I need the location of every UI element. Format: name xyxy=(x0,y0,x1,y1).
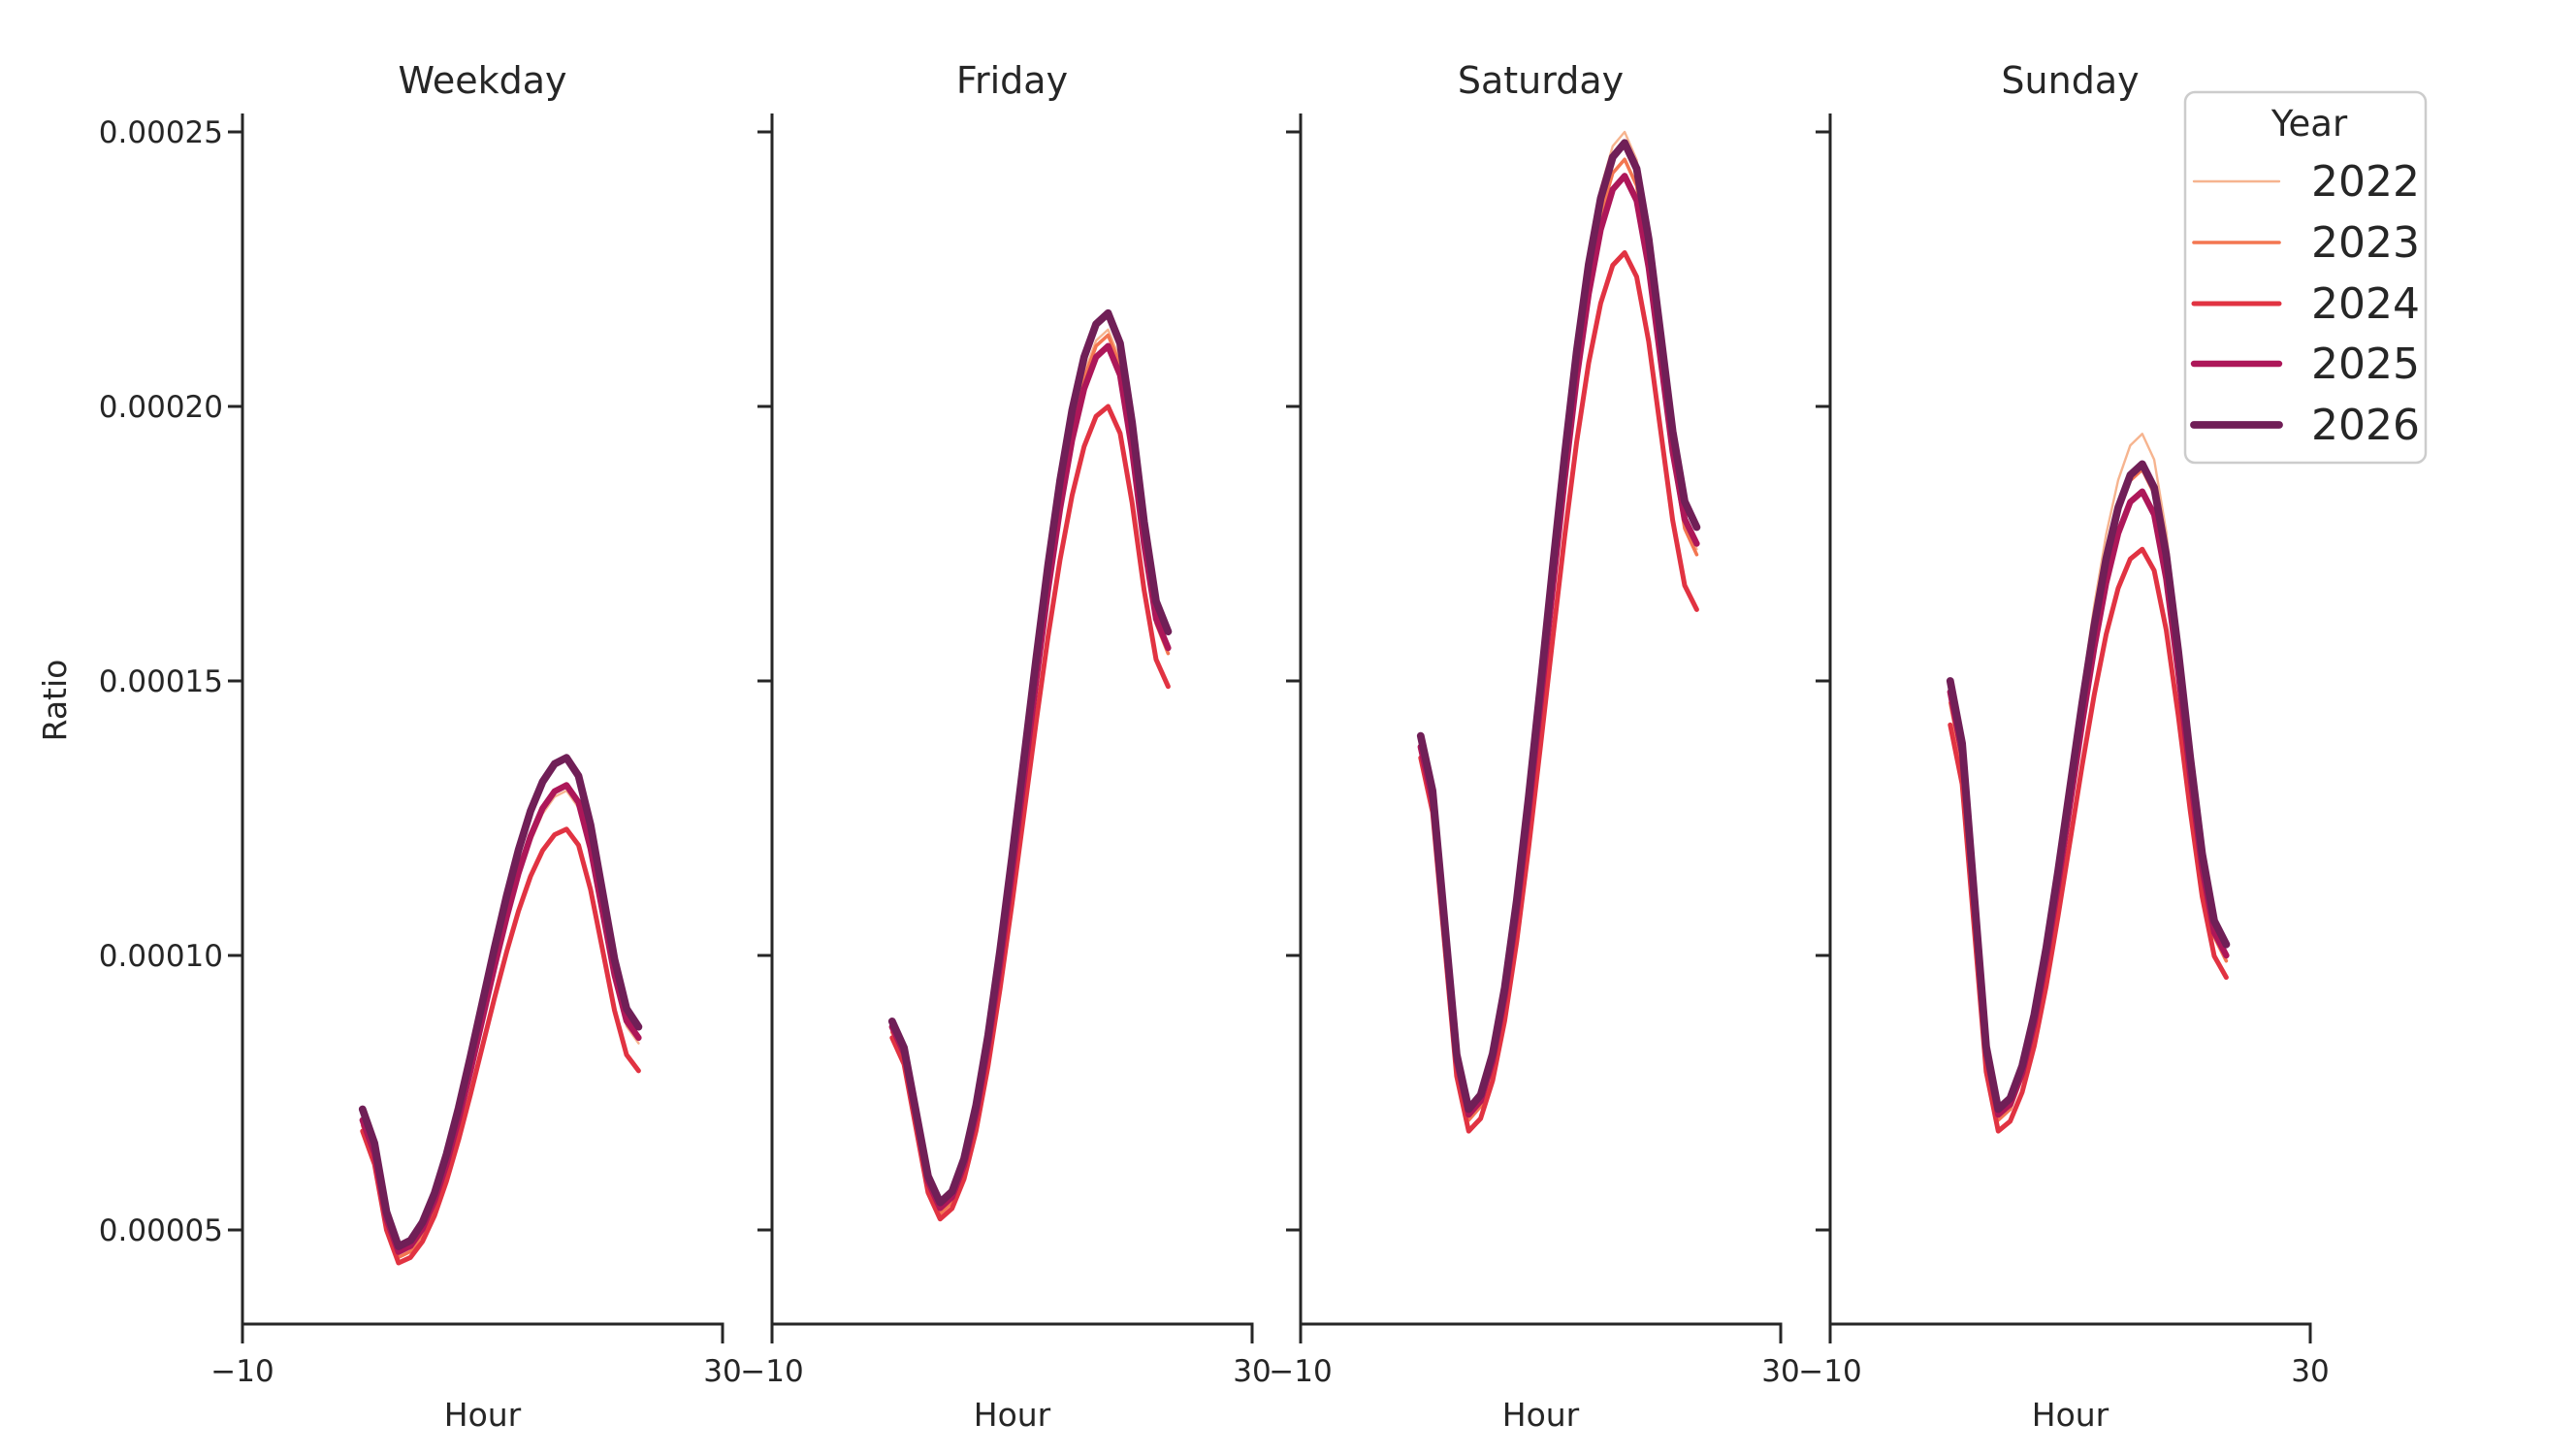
x-tick-label: −10 xyxy=(1269,1354,1332,1389)
series-line-2024-friday xyxy=(889,404,1171,1222)
x-tick-label: 30 xyxy=(1761,1354,1799,1389)
y-tick-label: 0.00005 xyxy=(99,1213,223,1248)
y-tick-label: 0.00020 xyxy=(99,390,223,425)
legend-label-2022: 2022 xyxy=(2311,157,2420,207)
x-axis-label-sunday: Hour xyxy=(2032,1396,2109,1434)
legend-title: Year xyxy=(2270,103,2348,145)
y-tick-label: 0.00015 xyxy=(99,664,223,699)
series-line-2025-weekday xyxy=(359,782,642,1255)
legend: Year 2022 2023 2024 2025 2026 xyxy=(2183,90,2428,465)
series-line-2024-weekday xyxy=(360,826,641,1266)
series-line-2026-friday xyxy=(887,308,1173,1207)
x-tick-label: −10 xyxy=(1798,1354,1861,1389)
x-tick-label: −10 xyxy=(740,1354,803,1389)
x-tick-label: 30 xyxy=(703,1354,741,1389)
legend-label-2025: 2025 xyxy=(2311,340,2420,389)
x-axis-label-friday: Hour xyxy=(974,1396,1051,1434)
series-line-2026-weekday xyxy=(358,754,643,1250)
legend-label-2026: 2026 xyxy=(2311,401,2420,450)
panel-title-weekday: Weekday xyxy=(398,59,566,102)
x-tick-label: 30 xyxy=(2291,1354,2329,1389)
y-axis-label: Ratio xyxy=(36,660,74,742)
panel-title-sunday: Sunday xyxy=(2001,59,2139,102)
x-axis-label-weekday: Hour xyxy=(444,1396,522,1434)
panel-title-friday: Friday xyxy=(956,59,1068,102)
panel-title-saturday: Saturday xyxy=(1458,59,1624,102)
series-line-2024-saturday xyxy=(1418,250,1699,1134)
legend-box xyxy=(2183,90,2428,465)
y-tick-label: 0.00010 xyxy=(99,939,223,974)
series-line-2026-sunday xyxy=(1946,460,2231,1114)
legend-label-2024: 2024 xyxy=(2311,279,2420,329)
x-tick-label: −10 xyxy=(210,1354,274,1389)
x-tick-label: 30 xyxy=(1233,1354,1271,1389)
x-axis-label-saturday: Hour xyxy=(1502,1396,1580,1434)
series-line-2026-saturday xyxy=(1416,139,1701,1114)
series-line-2024-sunday xyxy=(1948,546,2229,1134)
y-tick-label: 0.00025 xyxy=(99,115,223,150)
legend-label-2023: 2023 xyxy=(2311,218,2420,268)
